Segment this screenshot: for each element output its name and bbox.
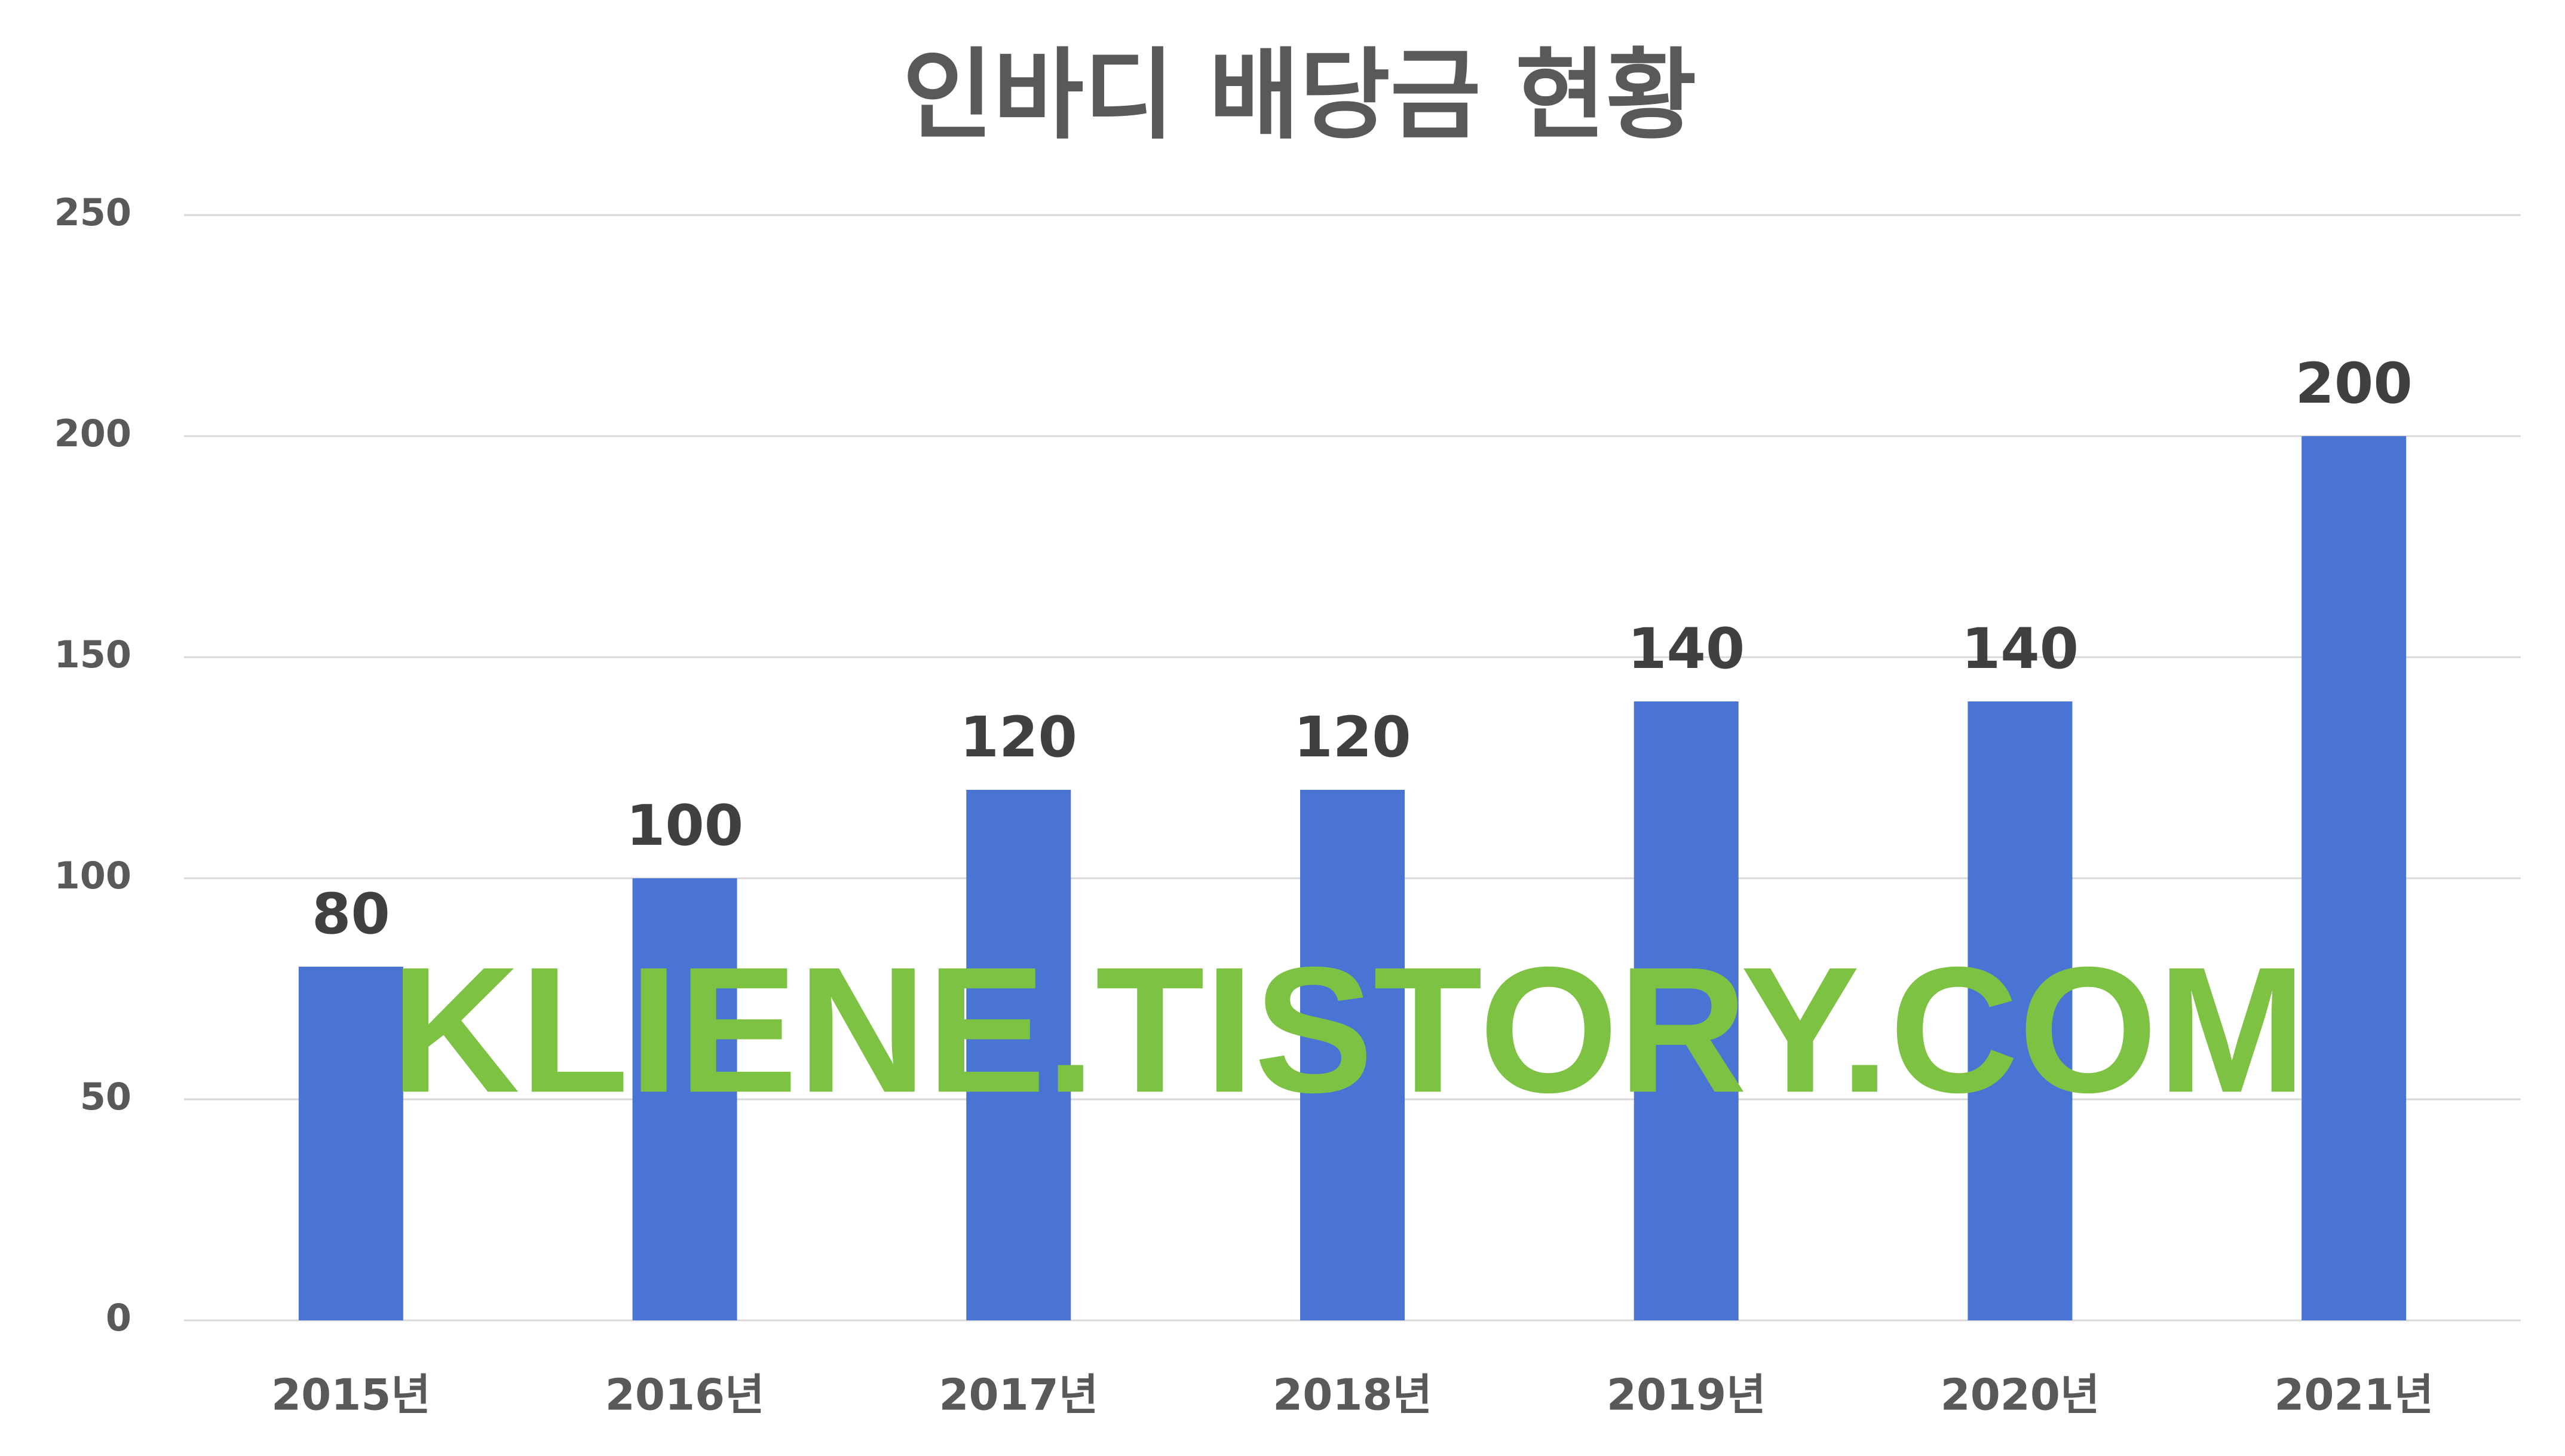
value-label: 120	[960, 705, 1077, 770]
x-tick-label: 2015년	[271, 1370, 431, 1420]
x-tick-label: 2017년	[939, 1370, 1098, 1420]
bar	[632, 878, 737, 1320]
chart-title: 인바디 배당금 현황	[902, 38, 1696, 152]
value-label: 200	[2296, 351, 2413, 416]
value-label: 140	[1628, 617, 1745, 682]
x-tick-label: 2021년	[2274, 1370, 2434, 1420]
value-label: 120	[1294, 705, 1411, 770]
y-tick-label: 200	[54, 412, 131, 455]
bar	[1634, 701, 1739, 1320]
value-label: 100	[626, 793, 743, 859]
x-tick-label: 2016년	[605, 1370, 765, 1420]
y-tick-label: 250	[54, 191, 131, 234]
x-tick-label: 2018년	[1273, 1370, 1432, 1420]
y-tick-label: 0	[106, 1296, 131, 1339]
y-tick-label: 50	[80, 1075, 131, 1118]
bar	[1968, 701, 2073, 1320]
bar	[966, 790, 1071, 1320]
bar	[1300, 790, 1405, 1320]
value-label: 140	[1962, 617, 2079, 682]
bar	[298, 967, 403, 1320]
bar	[2302, 436, 2407, 1320]
value-label: 80	[312, 882, 390, 947]
y-tick-label: 100	[54, 854, 131, 897]
watermark: KLIENE.TISTORY.COM	[391, 929, 2306, 1130]
x-tick-label: 2020년	[1941, 1370, 2100, 1420]
y-tick-label: 150	[54, 633, 131, 676]
x-tick-label: 2019년	[1607, 1370, 1766, 1420]
